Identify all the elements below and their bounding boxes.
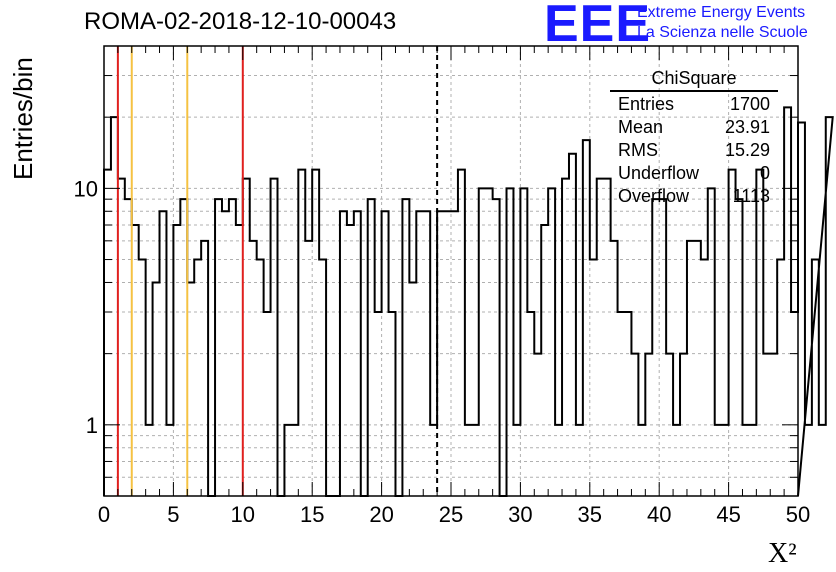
stats-divider <box>610 90 778 92</box>
stats-value: 1113 <box>732 186 770 206</box>
stats-key: Overflow <box>618 186 690 206</box>
stats-row-mean: Mean 23.91 <box>618 117 770 139</box>
stats-value: 0 <box>759 163 770 183</box>
eee-logo: EEE <box>544 0 652 53</box>
histogram-outline <box>103 106 834 497</box>
stats-row-rms: RMS 15.29 <box>618 140 770 162</box>
chart-title: ROMA-02-2018-12-10-00043 <box>84 8 397 35</box>
x-tick-label: 15 <box>300 502 324 527</box>
x-tick-label: 10 <box>231 502 255 527</box>
stats-value: 1700 <box>729 94 770 114</box>
logo-line-1: Extreme Energy Events <box>637 4 806 21</box>
stats-row-overflow: Overflow 1113 <box>618 186 770 208</box>
x-tick-label: 30 <box>508 502 532 527</box>
stats-row-entries: Entries 1700 <box>618 94 770 116</box>
stats-key: Entries <box>618 94 675 114</box>
stats-key: RMS <box>618 140 658 160</box>
stats-row-underflow: Underflow 0 <box>618 163 770 185</box>
y-tick-label: 1 <box>86 413 98 438</box>
x-tick-label: 40 <box>647 502 671 527</box>
x-tick-label: 25 <box>439 502 463 527</box>
stats-key: Underflow <box>618 163 700 183</box>
x-tick-label: 45 <box>716 502 740 527</box>
y-tick-label: 10 <box>74 176 98 201</box>
stats-value: 15.29 <box>724 140 770 160</box>
logo-line-2: La Scienza nelle Scuole <box>637 24 808 41</box>
stats-value: 23.91 <box>724 117 770 137</box>
x-tick-label: 20 <box>369 502 393 527</box>
y-axis-label: Entries/bin <box>8 57 38 180</box>
stats-key: Mean <box>618 117 664 137</box>
x-tick-label: 50 <box>786 502 810 527</box>
x-tick-label: 35 <box>578 502 602 527</box>
stats-box: ChiSquare Entries 1700 Mean 23.91 RMS 15… <box>610 66 778 208</box>
x-axis-label: X² <box>768 538 797 569</box>
x-tick-label: 5 <box>167 502 179 527</box>
x-tick-label: 0 <box>98 502 110 527</box>
stats-title: ChiSquare <box>651 68 737 88</box>
